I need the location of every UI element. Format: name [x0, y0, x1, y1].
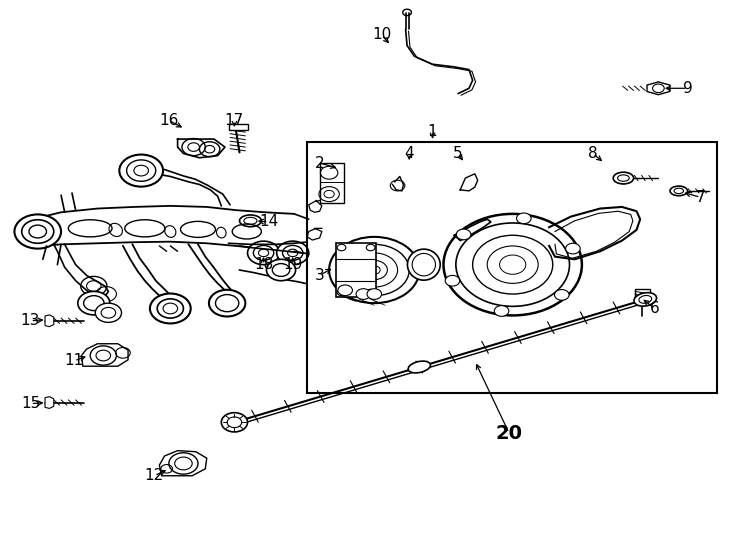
Circle shape — [338, 285, 352, 296]
Circle shape — [337, 244, 346, 251]
Circle shape — [554, 289, 569, 300]
Text: 11: 11 — [65, 353, 84, 368]
Text: 6: 6 — [650, 301, 660, 316]
Polygon shape — [45, 315, 54, 327]
Text: 8: 8 — [588, 146, 597, 161]
Circle shape — [247, 241, 280, 265]
Ellipse shape — [407, 249, 440, 280]
Bar — [336, 244, 377, 296]
Text: 1: 1 — [428, 124, 437, 139]
Circle shape — [150, 294, 191, 323]
Text: 13: 13 — [21, 313, 40, 328]
Circle shape — [222, 413, 247, 432]
Polygon shape — [635, 289, 650, 302]
Text: 17: 17 — [225, 113, 244, 128]
Text: 12: 12 — [145, 468, 164, 483]
Circle shape — [443, 214, 582, 315]
Circle shape — [277, 241, 309, 265]
Circle shape — [366, 289, 375, 296]
Polygon shape — [81, 344, 128, 366]
Polygon shape — [647, 82, 669, 94]
Ellipse shape — [408, 361, 430, 373]
Circle shape — [494, 306, 509, 316]
Polygon shape — [159, 451, 207, 476]
Circle shape — [209, 290, 245, 316]
Circle shape — [337, 289, 346, 296]
Circle shape — [266, 259, 296, 281]
Circle shape — [457, 229, 471, 240]
Circle shape — [15, 214, 61, 248]
Circle shape — [329, 237, 419, 303]
Text: 16: 16 — [159, 113, 178, 128]
Polygon shape — [45, 397, 54, 408]
Text: 15: 15 — [21, 396, 40, 411]
Circle shape — [445, 275, 459, 286]
Circle shape — [78, 292, 110, 315]
Circle shape — [95, 303, 122, 322]
Circle shape — [120, 154, 163, 187]
Circle shape — [517, 213, 531, 224]
Text: 2: 2 — [315, 156, 324, 171]
Text: 14: 14 — [259, 214, 278, 230]
Text: 4: 4 — [404, 146, 414, 161]
Polygon shape — [228, 124, 247, 130]
Text: 9: 9 — [683, 81, 692, 96]
Text: 18: 18 — [254, 257, 273, 272]
Text: 19: 19 — [283, 257, 302, 272]
Circle shape — [366, 244, 375, 251]
Circle shape — [367, 289, 382, 299]
Text: 20: 20 — [495, 423, 523, 442]
Ellipse shape — [613, 172, 633, 184]
Text: 5: 5 — [453, 146, 463, 161]
Ellipse shape — [670, 186, 688, 195]
Bar — [308, 141, 716, 393]
Text: 10: 10 — [372, 28, 391, 42]
Ellipse shape — [634, 293, 656, 306]
Text: 7: 7 — [696, 190, 705, 205]
Text: 3: 3 — [315, 268, 324, 283]
Circle shape — [356, 289, 371, 299]
Circle shape — [566, 243, 580, 254]
